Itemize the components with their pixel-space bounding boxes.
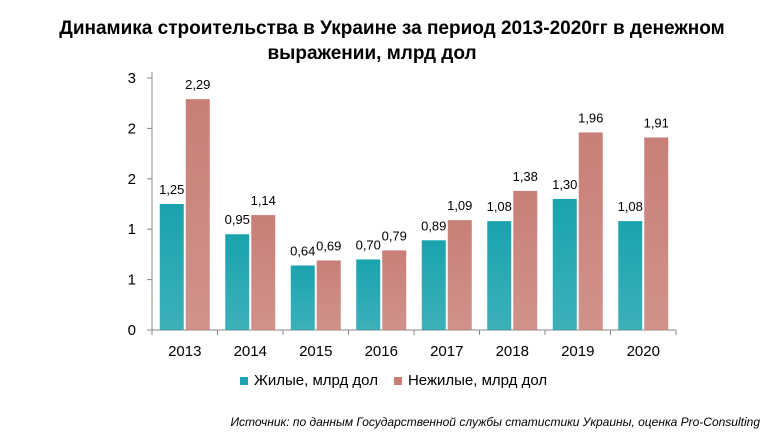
x-tick-label: 2016 — [365, 343, 398, 360]
y-tick-label: 1 — [128, 221, 136, 238]
bar-nonresidential-2016 — [382, 250, 407, 330]
chart-title-line1: Динамика строительства в Украине за пери… — [59, 18, 725, 39]
bar-residential-2018 — [487, 221, 512, 330]
x-tick-label: 2020 — [627, 343, 660, 360]
data-label: 1,25 — [159, 182, 184, 197]
data-label: 0,64 — [290, 243, 315, 258]
y-tick-label: 2 — [128, 171, 136, 188]
bar-nonresidential-2017 — [447, 220, 472, 330]
legend-item-nonresidential: Нежилые, млрд дол — [393, 372, 548, 389]
x-tick-label: 2018 — [496, 343, 529, 360]
bar-nonresidential-2014 — [251, 215, 276, 330]
legend-item-residential: Жилые, млрд дол — [240, 372, 378, 389]
legend-swatch-nonresidential — [393, 376, 402, 385]
legend: Жилые, млрд дол Нежилые, млрд дол — [240, 372, 563, 389]
bar-residential-2015 — [290, 265, 315, 330]
legend-label-residential: Жилые, млрд дол — [254, 372, 378, 389]
data-label: 1,30 — [552, 177, 577, 192]
y-tick-label: 3 — [128, 70, 136, 87]
data-label: 1,08 — [618, 199, 643, 214]
data-label: 0,69 — [316, 238, 341, 253]
x-tick-label: 2017 — [430, 343, 463, 360]
data-label: 0,79 — [382, 228, 407, 243]
chart-title: Динамика строительства в Украине за пери… — [0, 16, 784, 66]
x-tick-label: 2014 — [234, 343, 267, 360]
bar-residential-2014 — [225, 234, 250, 330]
bar-residential-2020 — [618, 221, 643, 330]
data-label: 1,09 — [447, 198, 472, 213]
data-label: 0,70 — [356, 237, 381, 252]
y-tick-label: 0 — [128, 322, 136, 339]
legend-swatch-residential — [240, 376, 248, 385]
bar-residential-2013 — [159, 204, 184, 330]
x-tick-label: 2019 — [561, 343, 594, 360]
data-label: 2,29 — [185, 77, 210, 92]
bar-nonresidential-2013 — [185, 99, 210, 330]
data-label: 0,95 — [225, 212, 250, 227]
data-label: 1,14 — [251, 193, 276, 208]
data-label: 0,89 — [421, 218, 446, 233]
x-tick-label: 2013 — [168, 343, 201, 360]
bar-nonresidential-2019 — [578, 132, 603, 330]
x-tick-label: 2015 — [299, 343, 332, 360]
y-tick-label: 2 — [128, 120, 136, 137]
legend-label-nonresidential: Нежилые, млрд дол — [407, 372, 548, 389]
bar-nonresidential-2020 — [644, 137, 669, 330]
bar-nonresidential-2015 — [316, 260, 341, 330]
bar-residential-2016 — [356, 259, 381, 330]
chart-title-line2: выражении, млрд дол — [267, 43, 477, 64]
bar-residential-2017 — [421, 240, 446, 330]
data-label: 1,08 — [487, 199, 512, 214]
source-note: Источник: по данным Государственной служ… — [230, 415, 760, 429]
data-label: 1,38 — [513, 169, 538, 184]
bar-residential-2019 — [552, 198, 577, 330]
data-label: 1,91 — [644, 115, 669, 130]
y-tick-label: 1 — [128, 272, 136, 289]
bar-nonresidential-2018 — [513, 190, 538, 330]
data-label: 1,96 — [578, 110, 603, 125]
